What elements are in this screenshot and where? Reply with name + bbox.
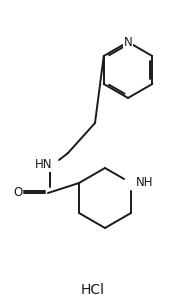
Text: O: O — [13, 187, 23, 200]
Text: N: N — [124, 35, 132, 48]
Text: NH: NH — [136, 176, 153, 189]
Text: HCl: HCl — [81, 283, 105, 297]
Text: HN: HN — [34, 159, 52, 172]
